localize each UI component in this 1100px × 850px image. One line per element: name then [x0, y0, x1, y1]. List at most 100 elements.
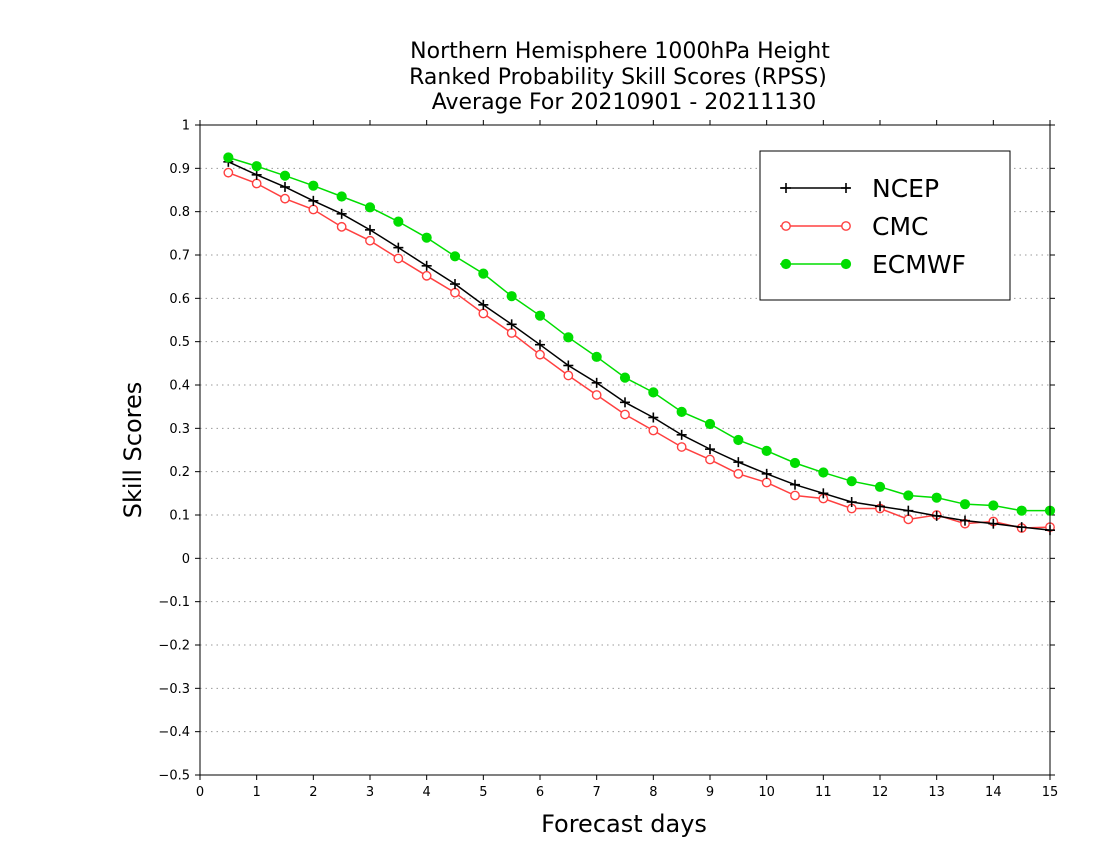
series-ecmwf [223, 152, 1056, 516]
y-tick-label: −0.5 [158, 769, 190, 784]
x-tick-label: 12 [872, 785, 889, 800]
data-series [223, 152, 1056, 536]
data-point-ecmwf [223, 152, 234, 163]
series-line-ncep [228, 161, 1051, 531]
x-tick-label: 2 [309, 785, 317, 800]
y-tick-label: −0.1 [158, 595, 190, 610]
data-point-ncep [393, 242, 404, 253]
data-point-cmc [535, 349, 545, 360]
data-point-ncep [676, 429, 687, 440]
x-tick-label: 15 [1042, 785, 1059, 800]
legend-marker-ecmwf [840, 258, 852, 270]
y-tick-label: 0.5 [169, 335, 190, 350]
y-axis-ticks: −0.5 −0.4 −0.3 −0.2 −0.1 0 0.1 0.2 0.3 0.4 0.5 0.6 0… [158, 119, 1055, 784]
data-point-ecmwf [903, 490, 914, 501]
y-tick-label: 0.4 [169, 379, 190, 394]
data-point-ecmwf [421, 232, 432, 243]
data-point-ncep [733, 457, 744, 468]
data-point-ecmwf [676, 406, 687, 417]
data-point-cmc [761, 477, 772, 488]
data-point-ncep [620, 397, 630, 408]
x-tick-label: 14 [985, 785, 1002, 800]
x-tick-label: 9 [706, 785, 714, 800]
y-axis-title: Skill Scores [119, 382, 147, 519]
data-point-ecmwf [364, 202, 376, 213]
data-point-ecmwf [534, 310, 546, 321]
legend-marker-ncep [841, 183, 851, 193]
data-point-cmc [790, 490, 800, 501]
legend-marker-ncep [781, 183, 791, 193]
chart-title-line-2: Ranked Probability Skill Scores (RPSS) [409, 65, 827, 90]
chart-title-line-3: Average For 20210901 - 20211130 [432, 90, 817, 115]
data-point-cmc [450, 287, 460, 298]
data-point-cmc [705, 454, 715, 465]
series-ncep [223, 156, 1055, 536]
data-point-ecmwf [704, 418, 716, 430]
data-point-ncep [478, 299, 489, 310]
legend-marker-cmc [781, 221, 791, 231]
data-point-cmc [478, 308, 489, 319]
y-tick-label: −0.3 [158, 682, 190, 697]
legend-marker-ecmwf [780, 258, 792, 270]
y-tick-label: 0.7 [169, 249, 190, 264]
x-tick-label: 8 [649, 785, 657, 800]
data-point-ncep [960, 515, 970, 526]
legend-label-ncep: NCEP [872, 174, 939, 203]
data-point-ncep [648, 412, 659, 423]
chart-title: Northern Hemisphere 1000hPa Height Ranke… [409, 39, 830, 115]
data-point-ncep [818, 488, 829, 499]
data-point-ecmwf [789, 457, 801, 469]
data-point-cmc [648, 425, 659, 436]
x-tick-label: 4 [423, 785, 431, 800]
legend: NCEP CMC ECMWF [759, 150, 1011, 301]
y-tick-label: 0 [182, 552, 190, 567]
data-point-ncep [450, 279, 460, 290]
plot-frame [199, 124, 1051, 776]
data-point-ecmwf [449, 251, 461, 262]
data-point-ncep [875, 501, 885, 512]
x-tick-label: 6 [536, 785, 544, 800]
data-point-ecmwf [931, 492, 942, 503]
y-tick-label: 0.6 [169, 292, 190, 307]
data-point-ncep [591, 377, 602, 388]
data-point-ncep [280, 181, 290, 192]
data-point-cmc [365, 235, 375, 246]
y-tick-label: 1 [182, 119, 190, 134]
data-point-ecmwf [478, 268, 489, 279]
data-point-ecmwf [563, 332, 574, 343]
data-point-ecmwf [619, 372, 631, 383]
x-axis-title: Forecast days [541, 810, 707, 838]
legend-marker-cmc [841, 221, 851, 231]
x-tick-label: 10 [758, 785, 775, 800]
grid-lines [200, 167, 1050, 733]
data-point-ecmwf [846, 476, 857, 487]
y-tick-label: 0.1 [169, 509, 190, 524]
data-point-ecmwf [648, 387, 659, 398]
data-point-ncep [251, 169, 262, 180]
data-point-cmc [563, 370, 574, 381]
data-point-ncep [535, 339, 545, 350]
series-cmc [223, 167, 1055, 533]
data-point-cmc [393, 253, 404, 264]
x-tick-label: 7 [593, 785, 601, 800]
data-point-ecmwf [1016, 505, 1027, 516]
data-point-cmc [280, 193, 290, 204]
data-point-cmc [903, 514, 914, 525]
data-point-ecmwf [591, 351, 602, 362]
data-point-cmc [676, 442, 687, 452]
y-tick-label: −0.4 [158, 725, 190, 740]
y-tick-label: 0.2 [169, 465, 190, 480]
x-tick-label: 3 [366, 785, 374, 800]
data-point-ecmwf [988, 500, 999, 511]
data-point-cmc [733, 468, 744, 479]
data-point-ecmwf [959, 499, 971, 510]
data-point-ncep [421, 260, 432, 271]
data-point-cmc [336, 221, 347, 232]
chart-title-line-1: Northern Hemisphere 1000hPa Height [410, 39, 830, 64]
x-tick-label: 5 [479, 785, 487, 800]
data-point-ecmwf [336, 191, 347, 202]
x-tick-label: 1 [253, 785, 261, 800]
data-point-ncep [761, 468, 772, 479]
y-tick-label: 0.9 [169, 162, 190, 177]
